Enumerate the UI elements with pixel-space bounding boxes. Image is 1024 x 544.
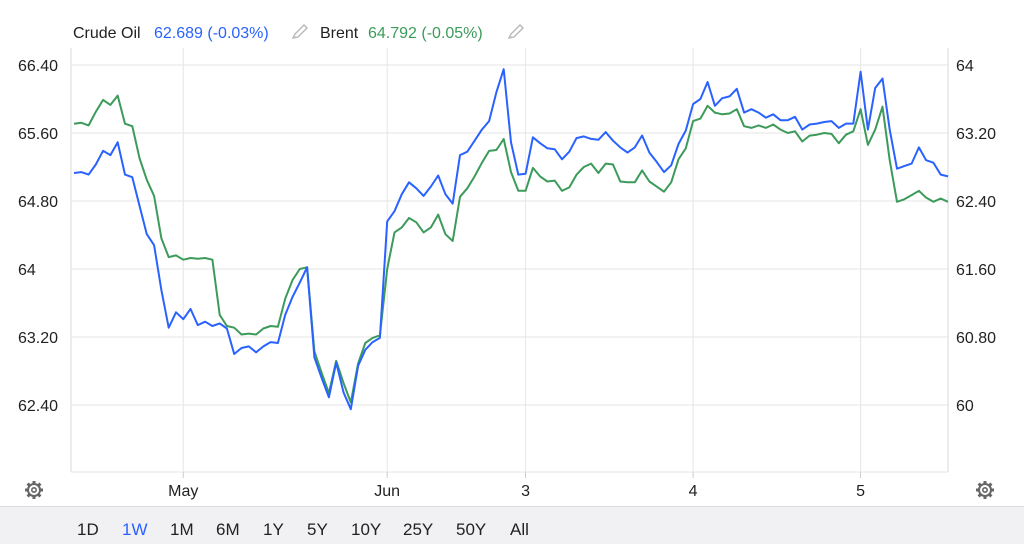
range-button-all[interactable]: All (510, 520, 529, 539)
crude-edit-pencil-icon[interactable] (291, 24, 308, 39)
chart-grid (70, 48, 949, 473)
range-button-1w[interactable]: 1W (122, 520, 148, 539)
range-button-5y[interactable]: 5Y (307, 520, 328, 539)
range-button-1y[interactable]: 1Y (263, 520, 284, 539)
right-tick-label: 61.60 (956, 262, 996, 279)
crude-oil-series-line (73, 68, 949, 411)
right-tick-label: 62.40 (956, 194, 996, 211)
price-chart: 66.40 65.60 64.80 64 63.20 62.40 64 63.20 62.40… (18, 24, 996, 500)
legend: Crude Oil 62.689 (-0.03%) Brent 64.792 (… (73, 24, 524, 42)
x-tick-label: Jun (374, 483, 400, 500)
left-tick-label: 62.40 (18, 398, 58, 415)
right-axis: 64 63.20 62.40 61.60 60.80 60 (956, 58, 996, 415)
right-settings-gear-icon[interactable] (976, 481, 994, 499)
right-tick-label: 64 (956, 58, 974, 75)
x-axis: May Jun 3 4 5 (168, 472, 865, 500)
x-tick-label: 4 (689, 483, 698, 500)
range-button-10y[interactable]: 10Y (351, 520, 382, 539)
brent-edit-pencil-icon[interactable] (507, 24, 524, 39)
legend-brent-value: 64.792 (-0.05%) (368, 25, 483, 42)
left-settings-gear-icon[interactable] (25, 481, 43, 499)
legend-crude-name[interactable]: Crude Oil (73, 25, 141, 42)
range-button-1d[interactable]: 1D (77, 520, 99, 539)
left-tick-label: 63.20 (18, 330, 58, 347)
range-selector: 1D 1W 1M 6M 1Y 5Y 10Y 25Y 50Y All (0, 506, 1024, 544)
left-tick-label: 66.40 (18, 58, 58, 75)
range-button-50y[interactable]: 50Y (456, 520, 487, 539)
left-tick-label: 64 (18, 262, 36, 279)
left-tick-label: 65.60 (18, 126, 58, 143)
chart-lines (73, 68, 949, 411)
right-tick-label: 60 (956, 398, 974, 415)
left-tick-label: 64.80 (18, 194, 58, 211)
left-axis: 66.40 65.60 64.80 64 63.20 62.40 (18, 58, 58, 415)
x-tick-label: May (168, 483, 198, 500)
legend-crude-value: 62.689 (-0.03%) (154, 25, 269, 42)
range-button-25y[interactable]: 25Y (403, 520, 434, 539)
range-button-6m[interactable]: 6M (216, 520, 240, 539)
x-tick-label: 5 (856, 483, 865, 500)
right-tick-label: 60.80 (956, 330, 996, 347)
legend-brent-name[interactable]: Brent (320, 25, 359, 42)
range-button-1m[interactable]: 1M (170, 520, 194, 539)
x-tick-label: 3 (521, 483, 530, 500)
brent-series-line (73, 94, 949, 404)
right-tick-label: 63.20 (956, 126, 996, 143)
